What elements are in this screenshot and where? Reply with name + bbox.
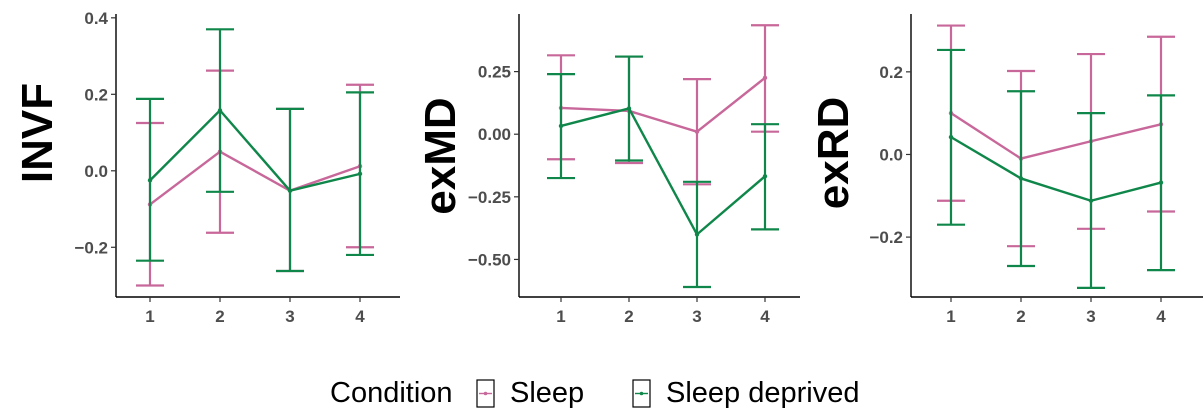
y-tick-label: 0.2 <box>879 63 903 82</box>
x-tick-label: 2 <box>1016 307 1025 326</box>
legend: Condition Sleep Sleep deprived <box>330 377 859 409</box>
data-point-sleep-deprived <box>694 232 700 237</box>
y-tick-label: −0.50 <box>468 250 511 269</box>
y-tick-label: 0.4 <box>84 9 108 28</box>
y-tick-label: 0.25 <box>478 63 511 82</box>
x-tick-label: 1 <box>145 307 154 326</box>
data-point-sleep-deprived <box>1018 176 1024 181</box>
y-tick-label: −0.2 <box>74 238 108 257</box>
y-tick-label: −0.2 <box>869 228 903 247</box>
data-point-sleep-deprived <box>1158 180 1164 185</box>
x-tick-label: 4 <box>1156 307 1166 326</box>
series-sleep-deprived <box>937 48 1175 290</box>
chart-panel-exrd: 0.2 0.0 −0.2 1 2 3 4 exRD <box>809 14 1203 326</box>
data-point-sleep-deprived <box>558 123 564 129</box>
x-tick-label: 3 <box>692 307 701 326</box>
series-sleep-deprived <box>547 55 779 289</box>
data-point-sleep-deprived <box>626 106 632 111</box>
chart-panels: 0.4 0.2 0.0 −0.2 1 2 3 4 INVF 0.25 0.00 −0.25 −0.50 1… <box>13 9 1203 326</box>
y-axis-title: exRD <box>809 97 858 210</box>
legend-label-sleep: Sleep <box>510 377 584 409</box>
data-point-sleep-deprived <box>287 188 293 193</box>
y-tick-label: −0.25 <box>468 188 511 207</box>
x-tick-label: 4 <box>355 307 365 326</box>
data-point-sleep <box>694 129 700 134</box>
y-axis-title: INVF <box>13 83 62 183</box>
series-sleep <box>547 24 779 186</box>
data-point-sleep-deprived <box>1088 198 1094 203</box>
series-line-sleep-deprived <box>950 136 1162 202</box>
y-axis-title: exMD <box>416 97 465 214</box>
data-point-sleep-deprived <box>217 108 223 113</box>
data-point-sleep-deprived <box>948 134 954 140</box>
series-sleep-deprived <box>136 28 374 273</box>
x-tick-label: 2 <box>624 307 633 326</box>
series-line-sleep <box>560 76 766 133</box>
legend-key-sleep-deprived <box>632 379 651 408</box>
series-line-sleep <box>149 150 361 206</box>
y-tick-label: 0.2 <box>84 85 108 104</box>
y-tick-label: 0.0 <box>84 162 108 181</box>
series-line-sleep-deprived <box>149 109 361 192</box>
legend-key-sleep <box>476 379 495 408</box>
x-tick-label: 1 <box>946 307 955 326</box>
series-line-sleep-deprived <box>560 107 766 236</box>
data-point-sleep-deprived <box>357 171 363 177</box>
data-point-sleep-deprived <box>762 174 768 179</box>
x-tick-label: 2 <box>215 307 224 326</box>
data-point-sleep-deprived <box>147 178 153 183</box>
y-tick-label: 0.0 <box>879 145 903 164</box>
legend-label-sleep-deprived: Sleep deprived <box>666 377 859 409</box>
legend-title: Condition <box>330 377 453 409</box>
x-tick-label: 4 <box>760 307 770 326</box>
y-tick-label: 0.00 <box>478 125 511 144</box>
x-tick-label: 3 <box>1086 307 1095 326</box>
data-point-sleep <box>762 75 768 81</box>
chart-panel-invf: 0.4 0.2 0.0 −0.2 1 2 3 4 INVF <box>13 9 400 326</box>
x-tick-label: 3 <box>285 307 294 326</box>
x-tick-label: 1 <box>556 307 565 326</box>
series-line-sleep <box>950 112 1162 160</box>
series-sleep <box>937 24 1175 248</box>
chart-panel-exmd: 0.25 0.00 −0.25 −0.50 1 2 3 4 exMD <box>416 14 800 326</box>
